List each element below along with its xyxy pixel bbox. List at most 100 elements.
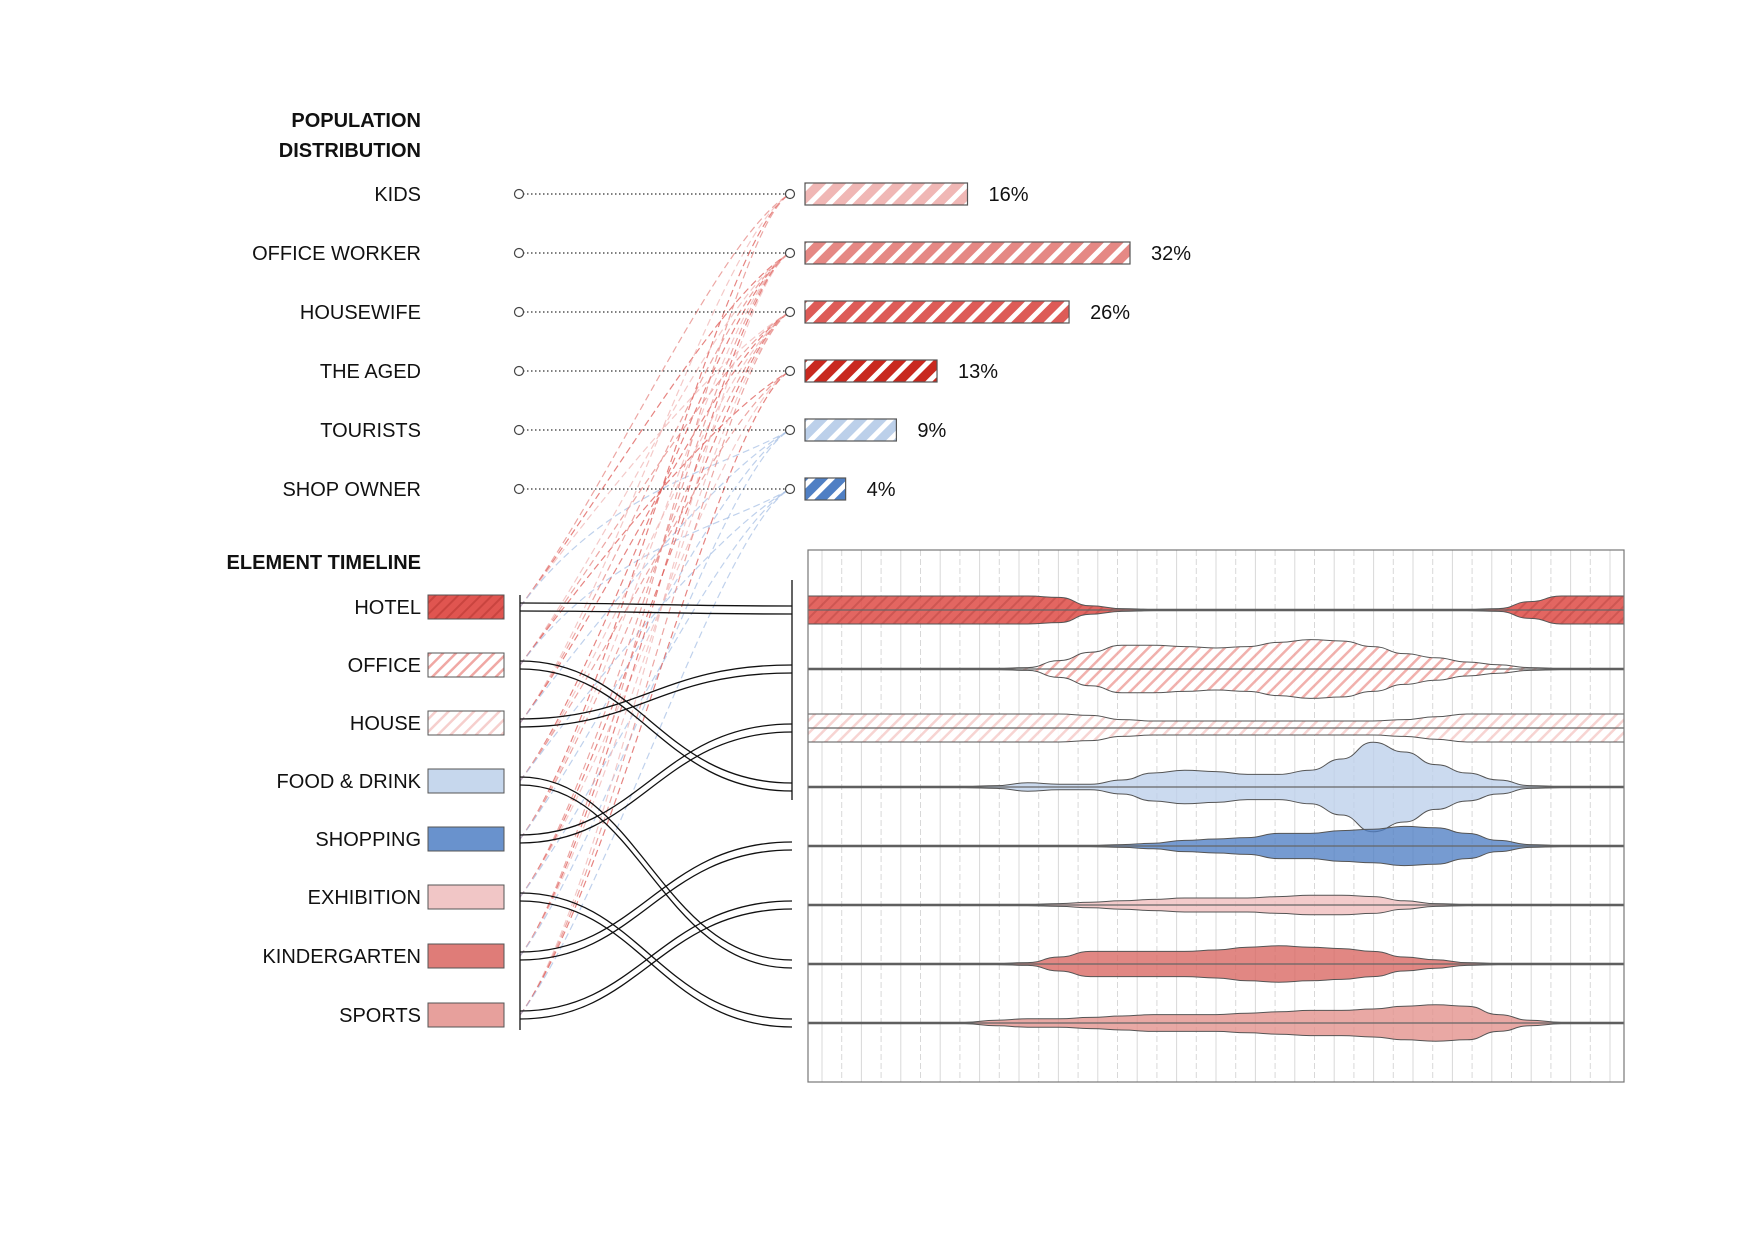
connector-curve-28 — [519, 252, 791, 1016]
connector-curve-24 — [519, 193, 791, 957]
population-bars: KIDS 16% OFFICE WORKER 32% HOUSEWIFE 26% THE A… — [252, 182, 1191, 501]
leader-end-dot — [784, 483, 796, 495]
population-row-office-worker: OFFICE WORKER 32% — [252, 241, 1191, 265]
connector-curve-12 — [519, 252, 791, 782]
weave-strand-food-and-drink — [519, 776, 793, 961]
connector-curve-6 — [519, 370, 791, 666]
weave-strand-office — [519, 668, 793, 792]
connector-curve-30 — [519, 370, 791, 1016]
population-row-housewife: HOUSEWIFE 26% — [300, 300, 1130, 324]
weave-strand-shopping — [519, 731, 793, 844]
legend-item-food-and-drink: FOOD & DRINK — [277, 768, 505, 794]
bar-kids — [804, 182, 969, 206]
weave-strand-house — [519, 672, 793, 728]
timeline-frame — [807, 549, 1625, 1083]
legend-swatch-sports — [427, 1002, 505, 1028]
legend-label-kindergarten: KINDERGARTEN — [262, 946, 421, 968]
connector-curve-0 — [519, 193, 791, 608]
connector-curves — [519, 193, 791, 1016]
weave-strand-sports — [519, 900, 793, 1012]
connector-curve-26 — [519, 311, 791, 957]
value-label-office-worker: 32% — [1151, 243, 1191, 265]
value-label-shop-owner: 4% — [867, 479, 896, 501]
legend-label-shopping: SHOPPING — [315, 829, 421, 851]
weave-strand-shopping — [519, 723, 793, 836]
category-label-kids: KIDS — [374, 184, 421, 206]
population-row-shop-owner: SHOP OWNER 4% — [282, 477, 896, 501]
connector-curve-15 — [519, 488, 791, 782]
timeline-plot — [807, 549, 1625, 1083]
population-title-line-2: DISTRIBUTION — [279, 140, 421, 162]
category-label-tourists: TOURISTS — [320, 420, 421, 442]
weave-strand-kindergarten — [519, 849, 793, 961]
weave-strand-house — [519, 664, 793, 720]
legend-item-hotel: HOTEL — [354, 594, 505, 620]
category-label-office-worker: OFFICE WORKER — [252, 243, 421, 265]
connector-curve-16 — [519, 193, 791, 840]
population-row-the-aged: THE AGED 13% — [320, 359, 998, 383]
weave-strand-kindergarten — [519, 841, 793, 953]
connector-curve-8 — [519, 193, 791, 724]
leader-end-dot — [784, 188, 796, 200]
legend-label-food-and-drink: FOOD & DRINK — [277, 771, 422, 793]
legend-swatch-house — [427, 710, 505, 736]
connector-curve-13 — [519, 311, 791, 782]
connector-curve-19 — [519, 429, 791, 840]
category-label-the-aged: THE AGED — [320, 361, 421, 383]
connector-curve-3 — [519, 429, 791, 608]
timeline-legend: HOTEL OFFICE HOUSE FOOD & DRINK SHOPPING EXHI… — [262, 594, 505, 1028]
legend-swatch-food-and-drink — [427, 768, 505, 794]
category-label-housewife: HOUSEWIFE — [300, 302, 421, 324]
leader-start-dot — [513, 247, 525, 259]
legend-swatch-shopping — [427, 826, 505, 852]
connector-curve-4 — [519, 252, 791, 666]
legend-swatch-exhibition — [427, 884, 505, 910]
bar-housewife — [804, 300, 1070, 324]
connector-curve-17 — [519, 252, 791, 840]
legend-item-sports: SPORTS — [339, 1002, 505, 1028]
weave-strand-food-and-drink — [519, 784, 793, 969]
population-title-line-1: POPULATION — [291, 110, 421, 132]
connector-curve-2 — [519, 311, 791, 608]
leader-start-dot — [513, 483, 525, 495]
bar-shop-owner — [804, 477, 847, 501]
leader-end-dot — [784, 247, 796, 259]
legend-swatch-office — [427, 652, 505, 678]
weave-strand-hotel — [519, 610, 793, 615]
connector-curve-1 — [519, 252, 791, 608]
connector-curve-29 — [519, 311, 791, 1016]
connector-curve-11 — [519, 429, 791, 724]
population-row-kids: KIDS 16% — [374, 182, 1029, 206]
weave-strand-exhibition — [519, 892, 793, 1020]
bar-the-aged — [804, 359, 938, 383]
legend-label-office: OFFICE — [348, 655, 421, 677]
value-label-housewife: 26% — [1090, 302, 1130, 324]
legend-label-hotel: HOTEL — [354, 597, 421, 619]
leader-start-dot — [513, 306, 525, 318]
weave-strand-hotel — [519, 602, 793, 607]
connector-curve-9 — [519, 252, 791, 724]
legend-item-exhibition: EXHIBITION — [308, 884, 505, 910]
weave-strand-sports — [519, 908, 793, 1020]
timeline-title: ELEMENT TIMELINE — [227, 552, 421, 574]
value-label-tourists: 9% — [917, 420, 946, 442]
connector-curve-18 — [519, 311, 791, 840]
legend-swatch-kindergarten — [427, 943, 505, 969]
connector-curve-25 — [519, 252, 791, 957]
bar-tourists — [804, 418, 898, 442]
connector-curve-7 — [519, 488, 791, 666]
weave-strand-office — [519, 660, 793, 784]
value-label-kids: 16% — [989, 184, 1029, 206]
weave-strand-exhibition — [519, 900, 793, 1028]
connector-curve-14 — [519, 370, 791, 782]
leader-end-dot — [784, 306, 796, 318]
legend-item-house: HOUSE — [350, 710, 505, 736]
connector-curve-23 — [519, 488, 791, 898]
leader-end-dot — [784, 365, 796, 377]
leader-start-dot — [513, 188, 525, 200]
legend-label-house: HOUSE — [350, 713, 421, 735]
legend-label-sports: SPORTS — [339, 1005, 421, 1027]
population-row-tourists: TOURISTS 9% — [320, 418, 947, 442]
leader-end-dot — [784, 424, 796, 436]
